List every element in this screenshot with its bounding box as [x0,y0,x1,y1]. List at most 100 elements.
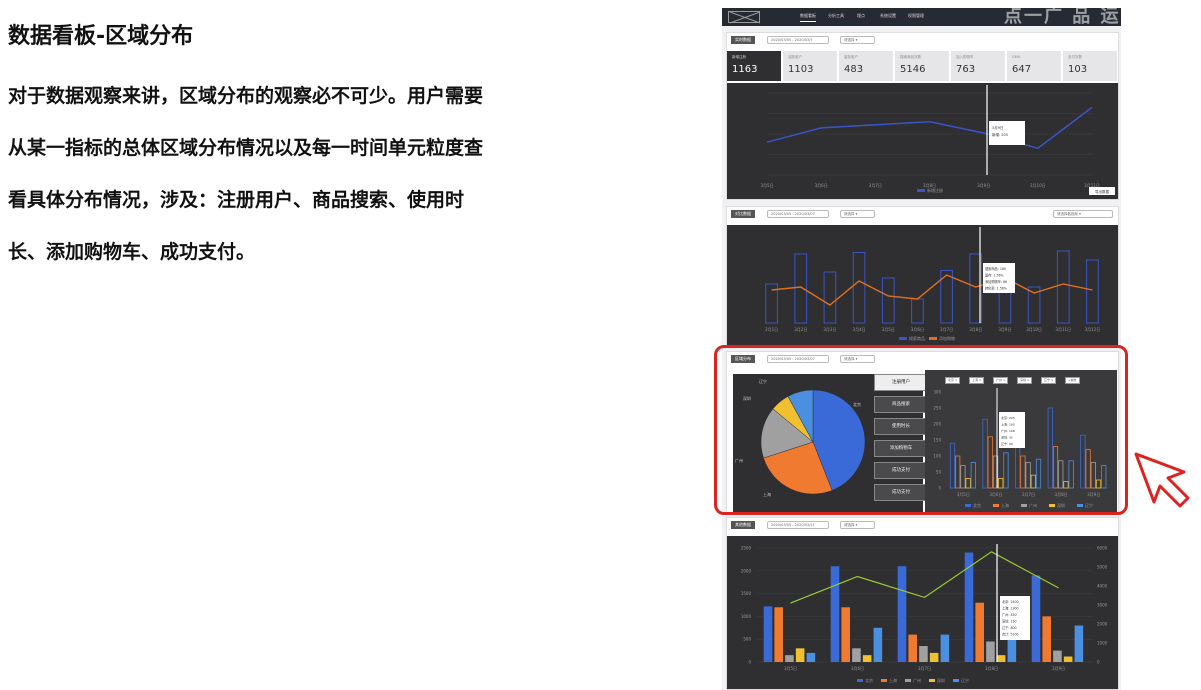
bar [1025,462,1031,489]
y-tick-label: 2000 [741,568,752,573]
metric-tab[interactable]: 支付次数 103 [1063,51,1118,81]
y-tick-label: 50 [936,470,942,475]
city-chip[interactable]: 辽宁 × [1041,377,1057,384]
city-chip[interactable]: 广州 × [993,377,1009,384]
bar [982,418,988,489]
bar [1086,259,1099,324]
date-range-input[interactable]: 2020/03/05 - 2020/03/11 [767,521,829,529]
legend-swatch [905,679,911,682]
metric-tab[interactable]: 搜索商品次数 5146 [895,51,950,81]
y-tick-label: 0 [938,486,941,491]
description-line: 对于数据观察来讲，区域分布的观察必不可少。用户需要 [8,85,484,107]
bar [965,478,971,489]
y-tick-label: 250 [933,406,941,411]
series-line [790,551,1059,604]
y-tick-label: 1000 [1097,641,1108,646]
nav-item-tracking[interactable]: 埋点 [857,13,865,18]
x-tick-label: 3月6日 [989,492,1002,497]
date-range-input[interactable]: 2020/03/05 - 2020/03/07 [767,210,829,218]
tooltip [1000,596,1030,640]
metric-menu: 注册用户 商品搜索 使用时长 添加购物车 成功支付 成功支付 [872,374,932,514]
metric-tab[interactable]: 新增注册 1163 [727,51,782,81]
filter-select[interactable]: 请选择 ▾ [840,355,875,363]
bar [806,652,816,662]
metric-label: GMV [1012,55,1021,59]
bar [1074,625,1084,662]
metric-tab[interactable]: 活跃用户 1103 [783,51,838,81]
tooltip-text: 上海: 160 [1001,422,1015,427]
y-tick-label: 0 [1097,660,1100,665]
bar [1020,455,1026,489]
metric-tab[interactable]: GMV 647 [1007,51,1062,81]
x-tick-label: 3月10日 [1030,183,1046,188]
legend-swatch [1049,504,1055,507]
description-line: 看具体分布情况，涉及：注册用户、商品搜索、使用时 [8,189,465,211]
top-nav-bar: 数据看板 分析工具 埋点 系统设置 权限管理 点一广 品 运 [722,8,1121,27]
bar [960,465,966,489]
x-tick-label: 3月11日 [1055,327,1071,332]
city-chip[interactable]: 深圳 × [1017,377,1033,384]
tooltip-text: 辽宁: 800 [1002,625,1017,630]
x-tick-label: 3月6日 [815,183,828,188]
bar [897,566,907,662]
export-button[interactable] [1089,187,1115,195]
x-tick-label: 3月9日 [998,327,1011,332]
filter-select[interactable]: 请选择 ▾ [840,36,875,44]
export-button-label: 导出数据 [1095,189,1110,194]
metric-filter-select[interactable]: 请选择各指标 ▾ [1053,210,1113,218]
x-tick-label: 3月12日 [1085,327,1101,332]
trend-chart-panel: 2500 2000 1500 1000 500 0 6000 5000 4000 3000 2000… [727,536,1118,689]
filter-select[interactable]: 请选择 ▾ [840,210,875,218]
metric-menu-item[interactable]: 成功支付 [874,484,928,501]
bar [975,602,984,662]
legend-label: 新增注册 [927,187,943,193]
y-tick-label: 0 [748,660,751,665]
date-range-input[interactable]: 2020/03/05 - 2020/03/07 [767,355,829,363]
legend-swatch [857,679,863,682]
legend-swatch [881,679,887,682]
pie-label: 深圳 [743,396,751,401]
section-tag: 区域分布 [731,355,755,363]
metric-label: 搜索商品次数 [900,55,921,59]
metric-tab[interactable]: 留存用户 483 [839,51,894,81]
section-tag: 其他数据 [731,521,755,529]
y-tick-label: 5000 [1097,565,1108,570]
tooltip-text: 合计: 5100 [1002,632,1019,637]
metric-value: 1103 [788,64,814,75]
legend-label: 辽宁 [961,677,969,683]
bar [794,253,808,324]
city-chip[interactable]: +城市 [1065,377,1080,384]
bar [1035,458,1042,489]
region-bar-chart: 300 250 200 150 100 50 0 北京 上海 广州 深圳 辽宁 3月5日 3月6日 3月7日… [933,388,1107,508]
bar [929,652,939,662]
city-chip[interactable]: 上海 × [969,377,985,384]
card-header: 区域分布 2020/03/05 - 2020/03/07 请选择 ▾ [727,352,1118,366]
city-chip[interactable]: 北京 × [945,377,961,384]
tooltip-text: 搜索商品: 180 [985,266,1006,271]
tooltip-text: 3月9日 [992,125,1003,130]
card-header: 其他数据 2020/03/05 - 2020/03/11 请选择 ▾ [727,518,1118,532]
y-tick-label: 3000 [1097,603,1108,608]
metric-tab[interactable]: 加入购物车 763 [951,51,1006,81]
nav-item-settings[interactable]: 系统设置 [880,13,896,18]
nav-item-dashboard[interactable]: 数据看板 [800,13,816,22]
x-tick-label: 3月2日 [794,327,807,332]
filter-select[interactable]: 请选择 ▾ [840,521,875,529]
bar [1058,460,1064,489]
y-tick-label: 4000 [1097,584,1108,589]
metric-menu-item[interactable]: 注册用户 [874,374,928,391]
tooltip-text: 新增: 205 [992,132,1008,137]
metric-menu-item[interactable]: 商品搜索 [874,396,928,413]
series-line [766,106,1093,150]
metric-menu-item[interactable]: 使用时长 [874,418,928,435]
bar [955,455,961,489]
nav-item-permissions[interactable]: 权限管理 [908,13,924,18]
legend-label: 搜索商品 [909,335,925,341]
compare-card: 对比数据 2020/03/05 - 2020/03/07 请选择 ▾ 请选择各指… [726,206,1119,346]
nav-item-analysis[interactable]: 分析工具 [828,13,844,18]
y-tick-label: 1500 [741,591,752,596]
metric-value: 763 [956,64,976,75]
bar [1042,616,1051,662]
date-range-input[interactable]: 2020/03/05 - 2020/03/? [767,36,829,44]
